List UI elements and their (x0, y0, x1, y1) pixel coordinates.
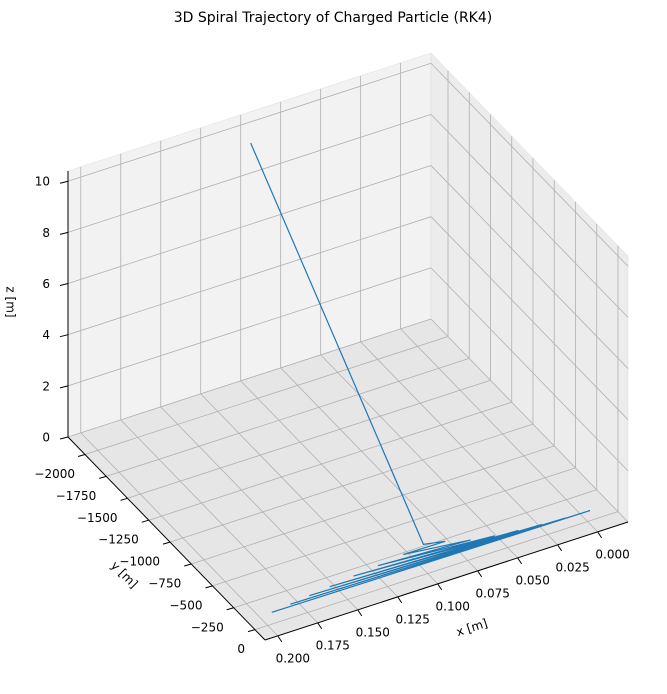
x-tick-label: 0.050 (515, 573, 549, 587)
grid-line (127, 379, 491, 499)
grid-line (233, 489, 597, 609)
z-tick (59, 180, 69, 184)
z-tick (59, 334, 69, 338)
y-tick-label: −2000 (34, 467, 75, 481)
y-tick (120, 497, 128, 501)
y-tick (99, 475, 107, 479)
grid-line (67, 165, 432, 284)
grid-line (67, 318, 432, 438)
grid-line (148, 401, 512, 521)
y-tick (141, 519, 149, 523)
grid-line (67, 216, 432, 336)
grid-line (80, 432, 279, 637)
x-tick-label: 0.200 (276, 651, 310, 665)
x-tick-label: 0.150 (356, 625, 390, 639)
grid-line (254, 511, 619, 631)
grid-line (67, 267, 432, 387)
grid-line (320, 354, 518, 559)
x-tick (557, 544, 563, 552)
grid-line (430, 267, 629, 472)
grid-line (430, 165, 629, 369)
x-tick (317, 622, 323, 630)
x-tick (477, 570, 483, 578)
z-tick-label: 6 (42, 277, 50, 291)
grid-line (280, 367, 478, 572)
grid-line (67, 62, 432, 182)
x-axis-label: x [m] (454, 616, 489, 639)
y-tick (226, 607, 234, 611)
trajectory (250, 142, 591, 613)
grid-line (430, 216, 629, 420)
grid-line (430, 318, 629, 523)
z-tick-label: 8 (42, 226, 50, 240)
x-tick-label: 0.075 (476, 586, 510, 600)
x-tick (277, 635, 283, 643)
y-tick-label: −1750 (56, 489, 97, 503)
z-tick-label: 10 (35, 175, 50, 189)
x-tick-label: 0.000 (595, 547, 629, 561)
y-tick (184, 563, 192, 567)
grid-line (84, 336, 449, 455)
grid-line (240, 380, 438, 585)
y-tick-label: −1500 (77, 511, 118, 525)
grid-line (160, 406, 359, 611)
grid-line (120, 419, 319, 624)
z-tick-label: 0 (42, 431, 50, 445)
grid-line (67, 114, 432, 233)
chart-title: 3D Spiral Trajectory of Charged Particle… (174, 10, 493, 26)
grid-line (400, 328, 598, 533)
x-tick-label: 0.100 (436, 599, 470, 613)
x-tick (397, 596, 403, 604)
grid-line (200, 393, 399, 598)
z-tick (59, 436, 69, 440)
y-tick-label: −500 (170, 598, 203, 612)
z-tick (59, 385, 69, 389)
y-tick (205, 585, 213, 589)
y-tick-label: −250 (191, 620, 224, 634)
z-tick (59, 283, 69, 287)
y-tick-label: −1250 (98, 533, 139, 547)
x-tick-label: 0.125 (396, 612, 430, 626)
x-tick (437, 583, 443, 591)
grid-line (430, 62, 629, 267)
x-tick (357, 609, 363, 617)
z-axis-label: z [m] (4, 286, 18, 317)
x-tick-label: 0.175 (316, 638, 350, 652)
x-tick-label: 0.025 (555, 560, 589, 574)
grid-line (360, 341, 558, 546)
x-tick (517, 557, 523, 565)
x-axis-line (264, 521, 629, 641)
grid-line (212, 467, 576, 587)
y-tick-label: −1000 (119, 555, 160, 569)
grid-line (191, 445, 555, 565)
y-tick-label: −750 (148, 576, 181, 590)
grid-line (430, 114, 629, 318)
x-tick (597, 531, 603, 539)
y-tick-label: 0 (237, 642, 245, 656)
z-tick-label: 4 (42, 328, 50, 342)
y-axis-line (67, 436, 266, 641)
grid-line (169, 423, 534, 543)
y-tick (162, 541, 171, 545)
y-tick (77, 454, 86, 457)
y-tick (247, 629, 256, 633)
z-tick (59, 231, 69, 235)
grid-line (106, 358, 470, 477)
z-tick-label: 2 (42, 379, 50, 393)
